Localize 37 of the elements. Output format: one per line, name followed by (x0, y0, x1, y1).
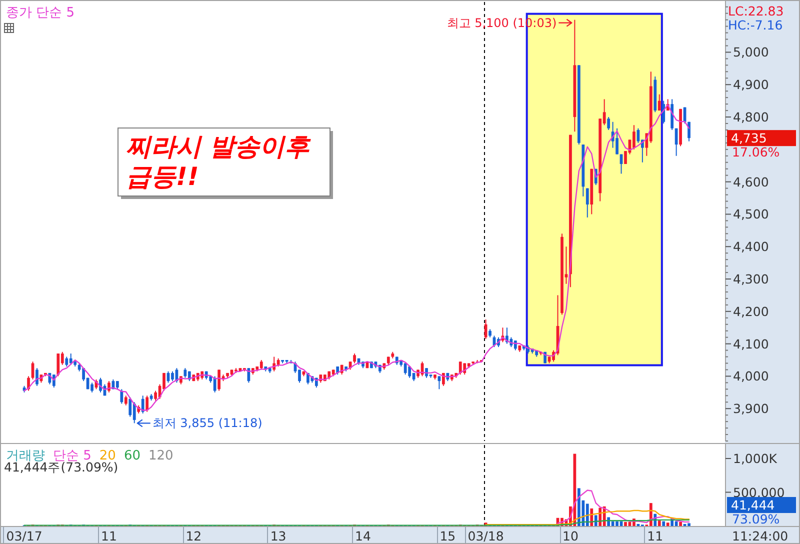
text: 60 (124, 448, 140, 464)
annotation: 찌라시 발송이후 급등!! (126, 132, 312, 191)
y-tick-label: 4,300 (733, 272, 769, 287)
legend-label: 120 (148, 448, 174, 464)
y-tick-label: 4,400 (733, 239, 769, 254)
y-tick-label: 4,800 (733, 110, 769, 125)
y-tick-label: 1,000K (733, 451, 778, 466)
legend-title: 거래량 (6, 448, 45, 464)
x-tick-label: 15 (440, 528, 456, 544)
x-tick-label: 13 (270, 528, 286, 544)
x-tick-label: 03/17 (6, 528, 42, 544)
x-tick-label: 11 (101, 528, 117, 544)
text: LC:22.83 (728, 4, 784, 18)
y-tick-label: 4,900 (733, 77, 769, 92)
y-tick-label: 4,000 (733, 368, 769, 384)
text: 4,735 (731, 130, 767, 146)
x-tick-label: 14 (355, 528, 371, 544)
text: 73.09% (732, 512, 780, 526)
x-tick-label: 10 (562, 528, 578, 544)
text: 단순 5 (53, 448, 92, 464)
y-tick-label: 5,000 (733, 44, 769, 60)
x-tick-label: 12 (186, 528, 202, 544)
text: HC:-7.16 (728, 18, 783, 32)
text: 11:24:00 (732, 528, 788, 544)
x-tick-label: 03/18 (468, 528, 504, 544)
y-tick-label: 4,200 (733, 304, 769, 319)
text: 종가 단순 5 (6, 6, 75, 20)
y-tick-label: 3,900 (733, 401, 769, 416)
text: 41,444 (731, 498, 775, 512)
x-tick-label: 11 (647, 528, 664, 544)
y-tick-label: 4,600 (733, 174, 769, 190)
y-tick-label: 500,000 (733, 484, 785, 500)
y-tick-label: 4,500 (733, 206, 769, 222)
text: 17.06% (732, 144, 780, 160)
y-tick-label: 4,100 (733, 336, 769, 352)
text: 20 (99, 448, 116, 464)
annotation: 최저 3,855 (11:18) (152, 416, 262, 430)
